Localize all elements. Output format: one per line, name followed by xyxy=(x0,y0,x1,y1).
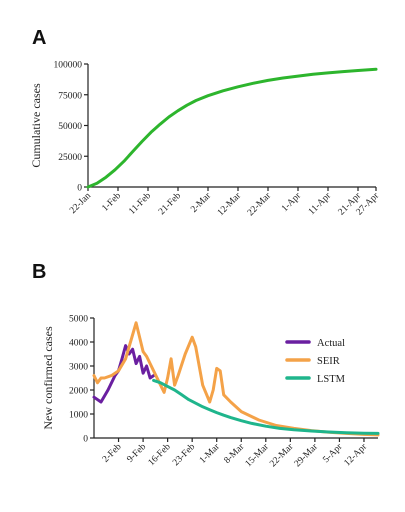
legend-label-seir: SEIR xyxy=(317,356,340,367)
panel-a-y-tick-label: 50000 xyxy=(58,122,82,132)
panel-a-y-tick-label: 75000 xyxy=(58,91,82,101)
panel-b-x-tick-label: 9-Feb xyxy=(125,442,148,465)
panel-b-x-tick-label: 15-Mar xyxy=(244,441,272,469)
panel-b-x-tick-label: 29-Mar xyxy=(293,441,321,469)
panel-b-series-seir xyxy=(92,321,380,437)
panel-a-x-tick-label: 22-Jan xyxy=(68,191,93,216)
panel-b-series-lstm xyxy=(152,378,380,435)
panel-b-label: B xyxy=(32,261,46,283)
panel-a-x-tick-label: 1-Feb xyxy=(100,191,123,214)
panel-b-x-tick-label: 12-Apr xyxy=(343,441,370,468)
panel-a-x-tick-label: 11-Feb xyxy=(127,191,153,217)
panel-a-y-tick-label: 100000 xyxy=(54,61,83,71)
panel-b-x-tick-label: 2-Feb xyxy=(101,442,124,465)
panel-b-series-actual xyxy=(92,344,156,404)
panel-a-x-tick-label: 21-Feb xyxy=(157,191,183,217)
panel-a-x-tick-label: 12-Mar xyxy=(216,190,244,218)
panel-a-x-tick-label: 1-Apr xyxy=(280,190,304,214)
panel-a-label: A xyxy=(32,27,46,49)
panel-b-y-tick-label: 5000 xyxy=(69,315,88,325)
panel-b-x-tick-label: 1-Mar xyxy=(198,441,222,465)
panel-a-x-tick-label: 2-Mar xyxy=(189,190,213,214)
panel-b-x-tick-label: 22-Mar xyxy=(268,441,296,469)
panel-b-y-axis-label: New confirmed cases xyxy=(41,326,55,430)
panel-b-x-tick-label: 16-Feb xyxy=(147,442,173,468)
panel-a-series-line xyxy=(86,67,378,189)
panel-b-y-tick-label: 2000 xyxy=(69,387,88,397)
panel-b-y-tick-label: 4000 xyxy=(69,339,88,349)
legend-label-lstm: LSTM xyxy=(317,374,346,385)
panel-a-y-tick-label: 25000 xyxy=(58,153,82,163)
panel-a-y-axis-label: Cumulative cases xyxy=(29,83,43,168)
panel-a-x-tick-label: 22-Mar xyxy=(246,190,274,218)
panel-a-y-tick-label: 0 xyxy=(77,184,82,194)
legend-label-actual: Actual xyxy=(317,338,345,349)
panel-b-y-tick-label: 0 xyxy=(83,435,88,445)
panel-a-x-tick-label: 11-Apr xyxy=(307,190,334,217)
panel-b-y-tick-label: 3000 xyxy=(69,363,88,373)
panel-b-y-tick-label: 1000 xyxy=(69,411,88,421)
panel-b-x-tick-label: 23-Feb xyxy=(171,442,197,468)
